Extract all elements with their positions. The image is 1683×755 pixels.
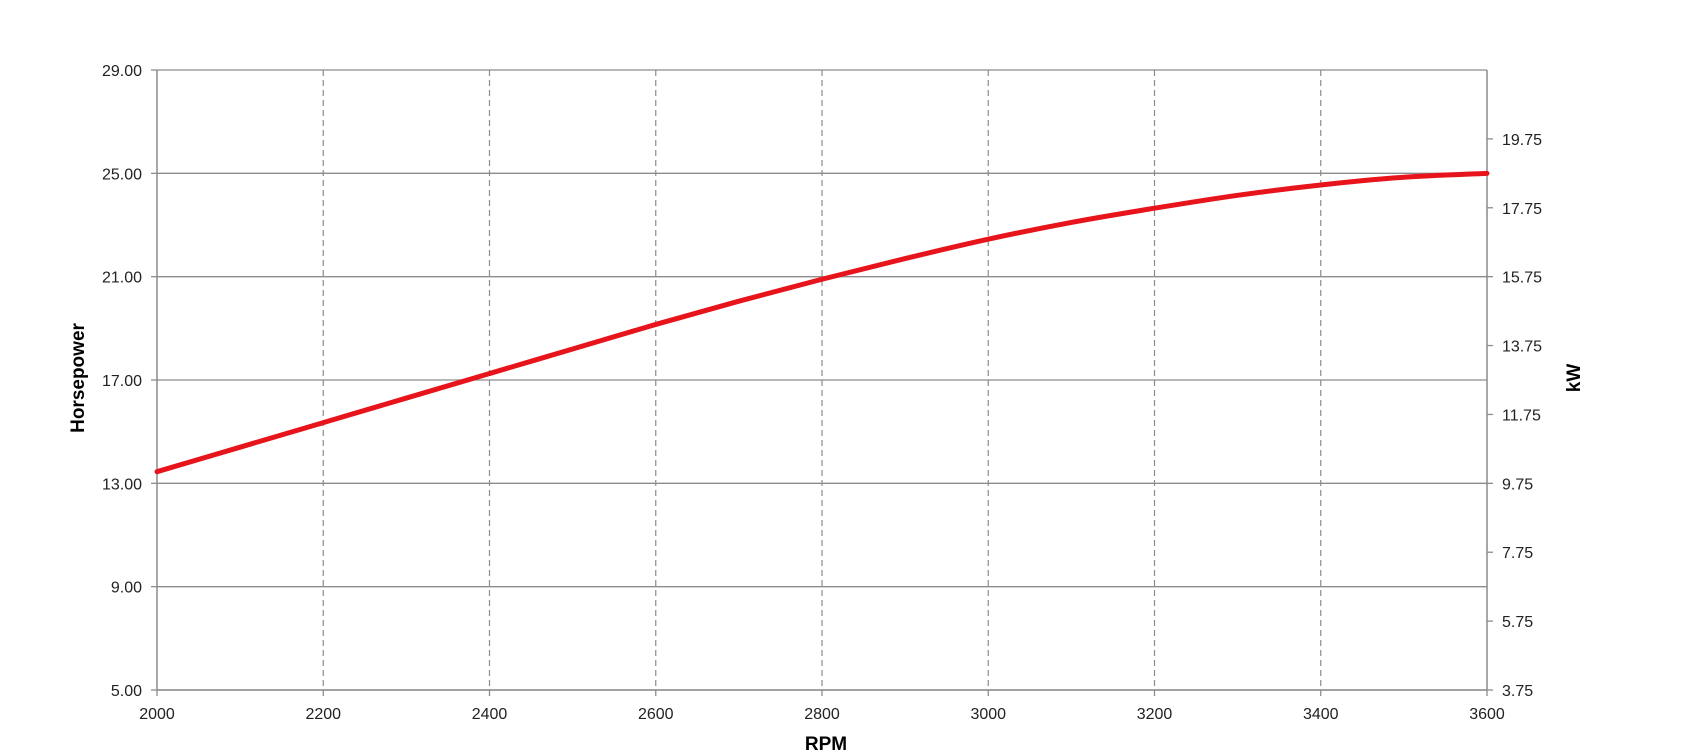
x-tick-label: 3200 (1137, 706, 1173, 723)
y2-tick-label: 9.75 (1502, 476, 1533, 493)
y2-tick-label: 13.75 (1502, 339, 1542, 356)
y-tick-label: 29.00 (102, 63, 142, 80)
series-layer (154, 170, 1490, 475)
y-tick-label: 17.00 (102, 373, 142, 390)
x-tick-label: 3000 (970, 706, 1006, 723)
y-tick-label: 21.00 (102, 270, 142, 287)
x-tick-label: 3400 (1303, 706, 1339, 723)
x-tick-label: 2000 (139, 706, 175, 723)
tick-labels: 5.00 9.00 13.00 17.00 21.00 25.00 29.00 2000 220… (102, 63, 1542, 723)
x-tick-label: 2400 (472, 706, 508, 723)
x-tick-label: 2800 (804, 706, 840, 723)
x-tick-label: 2200 (305, 706, 341, 723)
y2-tick-label: 11.75 (1502, 407, 1541, 424)
x-tick-label: 2600 (638, 706, 674, 723)
y2-tick-label: 7.75 (1502, 545, 1533, 562)
y2-tick-label: 3.75 (1502, 683, 1533, 700)
x-axis-title: RPM (805, 734, 847, 755)
y-tick-label: 5.00 (111, 683, 142, 700)
x-tick-label: 3600 (1469, 706, 1505, 723)
y2-axis-title: kW (1564, 364, 1585, 393)
grid (157, 69, 1487, 691)
y2-tick-label: 19.75 (1502, 132, 1542, 149)
y-tick-label: 13.00 (102, 476, 142, 493)
y-axis-title: Horsepower (68, 322, 89, 432)
horsepower-series-line (154, 170, 1490, 475)
y2-tick-label: 5.75 (1502, 614, 1533, 631)
y-tick-label: 9.00 (111, 580, 142, 597)
y2-tick-label: 17.75 (1502, 201, 1542, 218)
y2-tick-label: 15.75 (1502, 270, 1542, 287)
y-tick-label: 25.00 (102, 166, 142, 183)
